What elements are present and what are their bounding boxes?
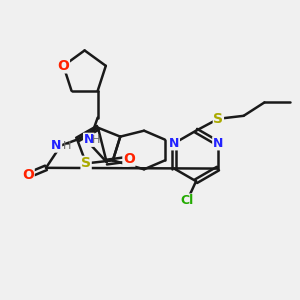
Text: H: H [63, 140, 71, 151]
Text: O: O [22, 168, 34, 182]
Text: N: N [51, 139, 62, 152]
Text: S: S [213, 112, 224, 126]
Text: O: O [58, 59, 69, 73]
Text: N: N [213, 137, 223, 150]
Text: O: O [123, 152, 135, 166]
Text: S: S [81, 156, 91, 170]
Text: H: H [92, 135, 100, 145]
Text: N: N [84, 133, 94, 146]
Text: Cl: Cl [181, 194, 194, 207]
Text: N: N [169, 137, 179, 150]
